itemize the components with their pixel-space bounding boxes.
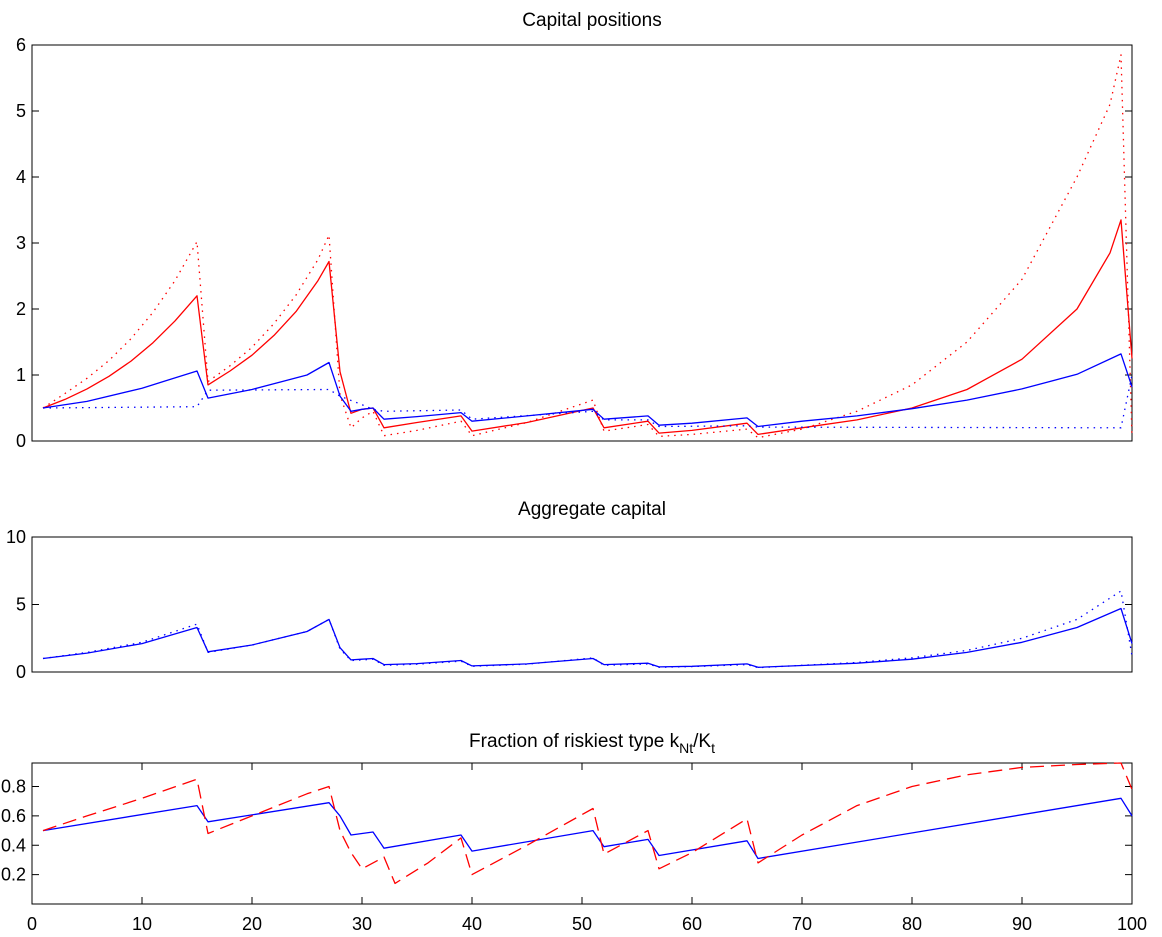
fraction-of-riskiest-type-k-ytick-label: 0.6 [1, 806, 26, 826]
chart-title-capital-positions: Capital positions [522, 10, 661, 31]
panel-aggregate-capital: Aggregate capital 0 5 10 [6, 499, 1133, 682]
aggregate-capital-series-2-line [42, 590, 1133, 669]
fraction-of-riskiest-type-k-xtick-label: 80 [902, 914, 922, 934]
capital-positions-ytick-label: 0 [16, 431, 26, 451]
capital-positions-series-1-line [42, 219, 1133, 436]
axes-capital-positions [31, 44, 1133, 442]
fraction-of-riskiest-type-k-xtick-label: 90 [1012, 914, 1032, 934]
capital-positions-ytick-label: 5 [16, 101, 26, 121]
title-main-text: Fraction of riskiest type k [469, 731, 680, 752]
fraction-of-riskiest-type-k-xtick-label: 60 [682, 914, 702, 934]
capital-positions-ytick-label: 2 [16, 299, 26, 319]
capital-positions-ytick-label: 6 [16, 35, 26, 55]
capital-positions-series-3-line [42, 353, 1133, 428]
fraction-of-riskiest-type-k-xtick-label: 30 [352, 914, 372, 934]
fraction-of-riskiest-type-k-ytick-label: 0.2 [1, 865, 26, 885]
fraction-of-riskiest-type-k-xtick-label: 10 [132, 914, 152, 934]
capital-positions-ytick-label: 1 [16, 365, 26, 385]
plot-area-capital-positions: 0 1 2 3 4 5 6 [16, 35, 1133, 451]
fraction-of-riskiest-type-k-xtick-label: 40 [462, 914, 482, 934]
fraction-of-riskiest-type-k-xtick-label: 50 [572, 914, 592, 934]
axes-fraction-riskiest [31, 762, 1133, 905]
fraction-of-riskiest-type-k-xtick-label: 70 [792, 914, 812, 934]
capital-positions-ytick-label: 3 [16, 233, 26, 253]
fraction-of-riskiest-type-k-ytick-label: 0.8 [1, 777, 26, 797]
aggregate-capital-ytick-label: 0 [16, 662, 26, 682]
capital-positions-ytick-label: 4 [16, 167, 26, 187]
fraction-of-riskiest-type-k-xtick-label: 100 [1117, 914, 1147, 934]
title-subscript-t: t [711, 740, 715, 756]
aggregate-capital-ytick-label: 10 [6, 527, 26, 547]
fraction-of-riskiest-type-k-series-1-line [42, 797, 1133, 860]
axes-aggregate-capital [31, 536, 1133, 673]
fraction-of-riskiest-type-k-xtick-label: 20 [242, 914, 262, 934]
title-middle-text: /K [693, 731, 711, 752]
fraction-of-riskiest-type-k-ytick-label: 0.4 [1, 835, 26, 855]
panel-fraction-riskiest: Fraction of riskiest type kNt/Kt 0.20.40… [1, 731, 1147, 934]
chart-title-fraction-riskiest: Fraction of riskiest type kNt/Kt [469, 731, 715, 756]
panel-capital-positions: Capital positions 0 1 2 3 4 5 6 [16, 10, 1133, 451]
title-subscript-nt: Nt [679, 740, 693, 756]
fraction-of-riskiest-type-k-series-2-line [42, 762, 1133, 885]
plot-area-fraction-riskiest: 0.2 0.4 0.6 0.8 0 10 20 30 40 50 60 70 80 90 100 [1, 762, 1147, 934]
fraction-of-riskiest-type-k-xtick-label: 0 [27, 914, 37, 934]
chart-title-aggregate-capital: Aggregate capital [518, 499, 666, 520]
plot-area-aggregate-capital: 0 5 10 [6, 527, 1133, 682]
aggregate-capital-ytick-label: 5 [16, 595, 26, 615]
